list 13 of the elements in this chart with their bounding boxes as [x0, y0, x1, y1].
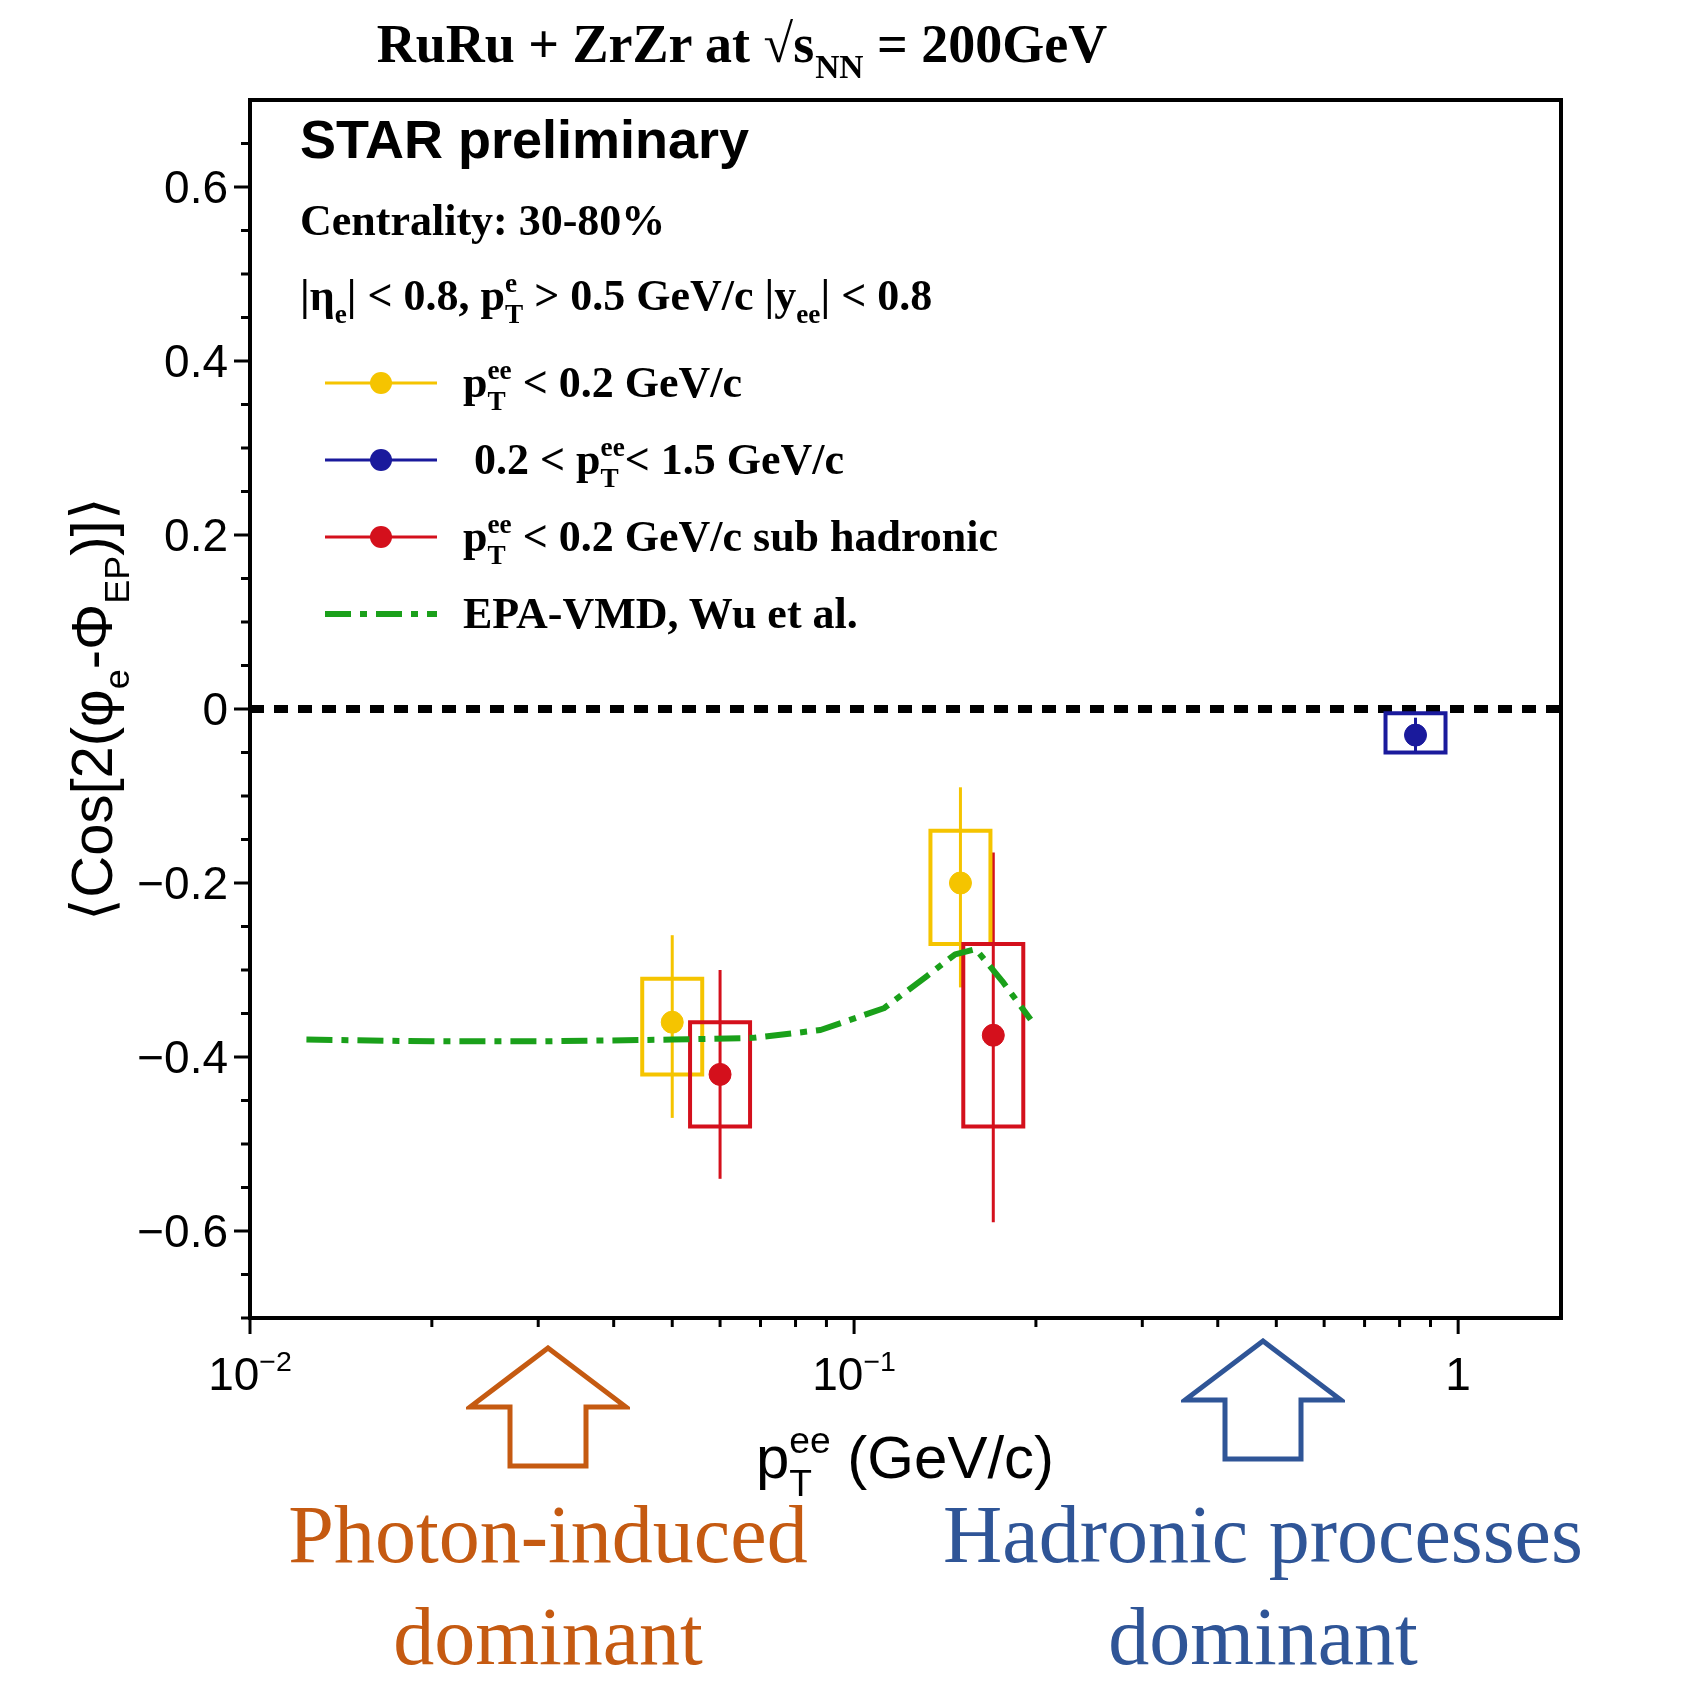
- annotation: Centrality: 30-80%: [300, 196, 666, 245]
- y-tick-label: 0.6: [164, 161, 229, 213]
- y-tick-label: −0.2: [137, 857, 228, 909]
- y-tick-label: 0.2: [164, 509, 229, 561]
- y-axis-title: ⟨Cos[2(φe-ΦEP)]⟩: [59, 497, 138, 921]
- y-tick-label: 0: [202, 683, 229, 735]
- x-tick-label: 1: [1445, 1348, 1471, 1400]
- legend-label: EPA-VMD, Wu et al.: [463, 589, 858, 638]
- y-tick-label: −0.4: [137, 1031, 228, 1083]
- y-tick-label: 0.4: [164, 335, 229, 387]
- y-tick-label: −0.6: [137, 1205, 228, 1257]
- text: Hadronic processes dominant: [943, 1489, 1583, 1682]
- annotation: STAR preliminary: [300, 109, 750, 169]
